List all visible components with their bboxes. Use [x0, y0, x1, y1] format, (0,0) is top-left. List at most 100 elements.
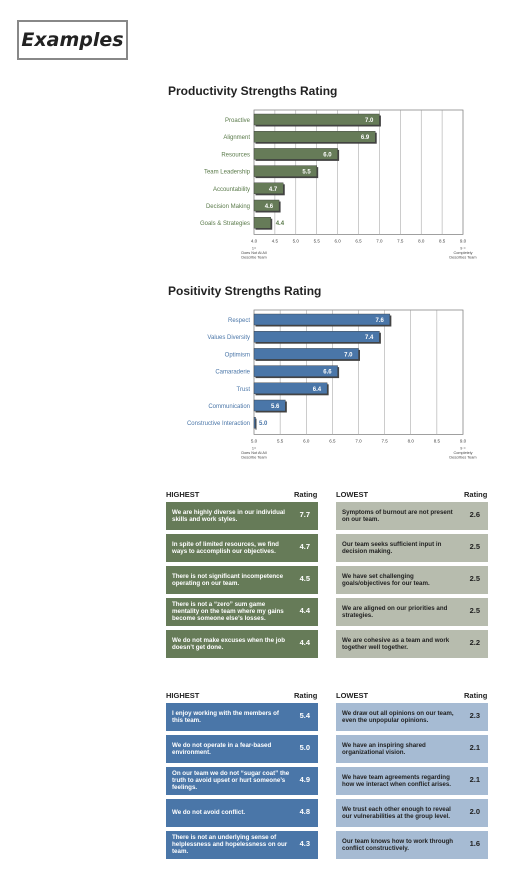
positivity-highest-statement: We do not avoid conflict. — [172, 809, 246, 817]
productivity-lowest-row: Our team seeks sufficient input in decis… — [336, 534, 488, 562]
positivity-category-label: Constructive Interaction — [187, 421, 250, 427]
productivity-highest-row: We are highly diverse in our individual … — [166, 502, 318, 530]
positivity-highest-row: I enjoy working with the members of this… — [166, 703, 318, 731]
productivity-highest-row: There is not significant incompetence op… — [166, 566, 318, 594]
productivity-value-label: 7.0 — [365, 118, 374, 124]
productivity-highest-rating: 7.7 — [299, 510, 310, 520]
productivity-left-note: 1= — [252, 246, 257, 250]
positivity-highest-statement: On our team we do not “sugar coat” the t… — [172, 770, 290, 792]
positivity-tick-label: 6.0 — [303, 438, 310, 443]
positivity-highest-rating: 4.9 — [299, 775, 310, 785]
examples-label: Examples — [21, 29, 124, 51]
productivity-left-note: Describe Team — [241, 256, 266, 260]
productivity-highest-row: There is not a “zero” sum game mentality… — [166, 598, 318, 626]
productivity-lowest-statement: We are aligned on our priorities and str… — [342, 604, 448, 619]
productivity-tick-label: 5.5 — [314, 238, 321, 243]
productivity-highest-rating: 4.7 — [299, 542, 310, 552]
positivity-value-label: 6.4 — [313, 387, 322, 393]
positivity-highest-row: On our team we do not “sugar coat” the t… — [166, 767, 318, 795]
positivity-right-note: Describes Team — [449, 456, 476, 460]
positivity-lowest-rating: 2.0 — [469, 807, 480, 817]
productivity-right-note: Completely — [454, 251, 473, 255]
productivity-bar — [253, 148, 338, 160]
positivity-lowest-header: LOWEST — [336, 691, 369, 700]
productivity-category-label: Alignment — [223, 135, 250, 141]
productivity-bar — [253, 216, 271, 229]
productivity-lowest-header: LOWEST — [336, 490, 369, 499]
productivity-bar — [253, 165, 317, 177]
productivity-rating-header: Rating — [464, 490, 488, 499]
productivity-value-label: 5.5 — [302, 170, 311, 176]
positivity-category-label: Respect — [228, 318, 250, 324]
productivity-value-label: 6.9 — [361, 135, 370, 141]
productivity-tick-label: 8.0 — [418, 238, 425, 243]
positivity-value-label: 7.4 — [365, 335, 374, 341]
examples-box: Examples — [17, 20, 128, 60]
productivity-rating-header: Rating — [294, 490, 318, 499]
productivity-lowest-rating: 2.2 — [469, 638, 480, 648]
productivity-value-label: 4.6 — [265, 204, 274, 210]
positivity-lowest-rating: 1.6 — [469, 839, 480, 849]
productivity-chart: 4.0 4.5 5.0 5.5 6.0 6.5 7.0 7.5 8.0 8.5 9.0 7.0 Proa… — [200, 109, 477, 260]
productivity-category-label: Goals & Strategies — [200, 221, 250, 227]
productivity-tick-label: 6.5 — [355, 238, 362, 243]
positivity-left-note: Does Not At All — [241, 451, 266, 455]
productivity-highest-statement: We are highly diverse in our individual … — [172, 508, 286, 523]
positivity-tick-label: 5.0 — [251, 438, 258, 443]
productivity-category-label: Resources — [221, 152, 250, 158]
positivity-lowest-row: We have an inspiring shared organization… — [336, 735, 488, 763]
positivity-category-label: Camaraderie — [215, 370, 250, 376]
positivity-highest-statement: There is not an underlying sense of help… — [172, 834, 288, 856]
positivity-chart-title: Positivity Strengths Rating — [168, 284, 322, 298]
productivity-lowest-statement: Our team seeks sufficient input in decis… — [342, 540, 442, 555]
positivity-bar — [253, 348, 359, 360]
productivity-category-label: Team Leadership — [204, 170, 251, 176]
positivity-value-label: 5.0 — [259, 421, 268, 427]
productivity-value-label: 6.0 — [323, 152, 332, 158]
positivity-tick-label: 8.0 — [408, 438, 415, 443]
positivity-bar — [253, 331, 380, 343]
productivity-highest-rating: 4.5 — [299, 574, 310, 584]
productivity-value-label: 4.4 — [276, 221, 285, 227]
positivity-tick-label: 9.0 — [460, 438, 467, 443]
positivity-lowest-row: We have team agreements regarding how we… — [336, 767, 488, 795]
positivity-tick-label: 6.5 — [329, 438, 336, 443]
productivity-lowest-statement: We are cohesive as a team and work toget… — [342, 636, 450, 651]
positivity-lowest-statement: We have an inspiring shared organization… — [342, 741, 426, 756]
productivity-bar — [253, 199, 280, 212]
productivity-bar — [253, 182, 284, 195]
positivity-lowest-row: We draw out all opinions on our team, ev… — [336, 703, 488, 731]
positivity-bar — [253, 399, 286, 412]
productivity-highest-header: HIGHEST — [166, 490, 200, 499]
productivity-highest-row: We do not make excuses when the job does… — [166, 630, 318, 658]
productivity-lowest-row: Symptoms of burnout are not present on o… — [336, 502, 488, 530]
positivity-bar — [253, 313, 391, 326]
positivity-bar — [253, 416, 256, 429]
positivity-highest-statement: We do not operate in a fear-based enviro… — [172, 741, 272, 756]
positivity-value-label: 5.6 — [271, 404, 280, 410]
positivity-tick-label: 7.0 — [355, 438, 362, 443]
productivity-highest-rating: 4.4 — [299, 638, 310, 648]
positivity-highest-row: We do not avoid conflict. 4.8 — [166, 799, 318, 827]
productivity-lowest-row: We are aligned on our priorities and str… — [336, 598, 488, 626]
positivity-lowest-statement: We draw out all opinions on our team, ev… — [342, 709, 454, 724]
positivity-lowest-statement: We have team agreements regarding how we… — [342, 773, 451, 788]
positivity-tick-label: 8.5 — [434, 438, 441, 443]
positivity-lowest-row: Our team knows how to work through confl… — [336, 831, 488, 859]
positivity-value-label: 7.6 — [376, 318, 385, 324]
positivity-highest-rating: 5.4 — [299, 711, 310, 721]
positivity-category-label: Optimism — [225, 352, 250, 358]
positivity-bar — [253, 365, 338, 377]
positivity-lowest-rating: 2.3 — [469, 711, 480, 721]
positivity-highest-header: HIGHEST — [166, 691, 200, 700]
positivity-highest-row: We do not operate in a fear-based enviro… — [166, 735, 318, 763]
productivity-tick-label: 9.0 — [460, 238, 467, 243]
productivity-category-label: Decision Making — [206, 204, 250, 210]
productivity-highest-statement: There is not significant incompetence op… — [172, 572, 284, 587]
positivity-category-label: Values Diversity — [207, 335, 250, 341]
positivity-category-label: Trust — [237, 387, 251, 393]
productivity-tick-label: 8.5 — [439, 238, 446, 243]
productivity-lowest-statement: We have set challenging goals/objectives… — [342, 572, 430, 587]
productivity-highest-row: In spite of limited resources, we find w… — [166, 534, 318, 562]
productivity-lowest-rating: 2.6 — [469, 510, 480, 520]
